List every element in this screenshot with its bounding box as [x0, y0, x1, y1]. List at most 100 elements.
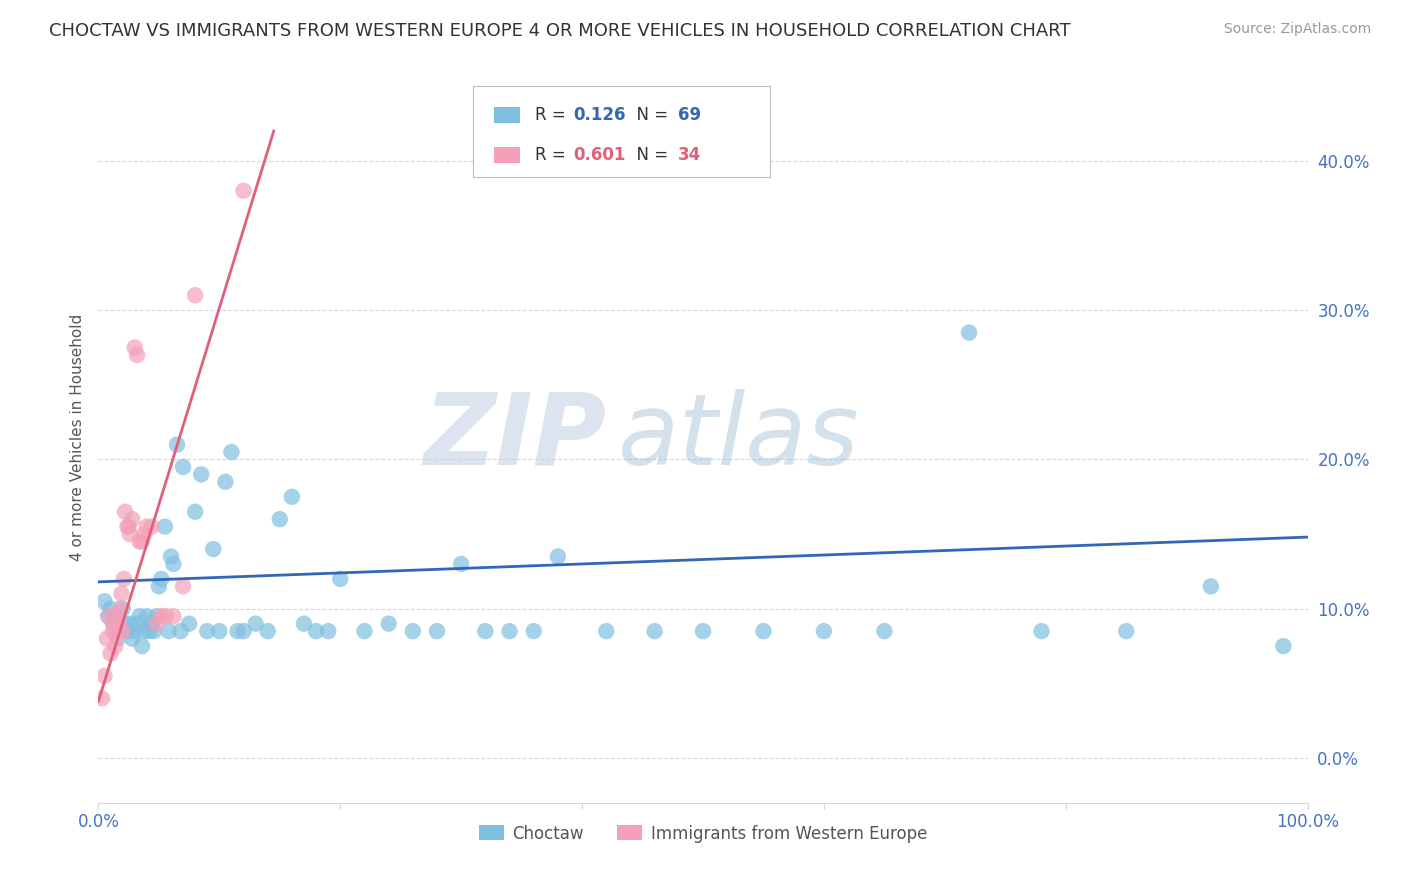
Point — [179, 616, 201, 631]
Y-axis label: 4 or more Vehicles in Household: 4 or more Vehicles in Household — [69, 313, 84, 561]
FancyBboxPatch shape — [494, 107, 520, 123]
Point — [134, 527, 156, 541]
Text: 34: 34 — [678, 145, 700, 164]
Point — [1199, 579, 1222, 593]
Point — [160, 549, 183, 564]
Point — [221, 445, 243, 459]
FancyBboxPatch shape — [494, 147, 520, 163]
Point — [166, 437, 188, 451]
Point — [162, 609, 184, 624]
Point — [208, 624, 231, 639]
Text: ZIP: ZIP — [423, 389, 606, 485]
Point — [232, 624, 254, 639]
Point — [292, 616, 315, 631]
Point — [121, 632, 143, 646]
Point — [112, 572, 135, 586]
Text: 69: 69 — [678, 106, 700, 124]
Point — [523, 624, 546, 639]
Text: 0.126: 0.126 — [574, 106, 626, 124]
Point — [873, 624, 896, 639]
Point — [124, 341, 146, 355]
Point — [93, 669, 115, 683]
Point — [202, 542, 225, 557]
Point — [127, 616, 149, 631]
Point — [100, 647, 122, 661]
Point — [155, 609, 177, 624]
Point — [148, 579, 170, 593]
Point — [184, 505, 207, 519]
Point — [117, 624, 139, 639]
Point — [110, 587, 132, 601]
Point — [121, 512, 143, 526]
Point — [131, 534, 153, 549]
Point — [377, 616, 399, 631]
Point — [93, 594, 115, 608]
Point — [134, 624, 156, 639]
Point — [104, 639, 127, 653]
Point — [692, 624, 714, 639]
Point — [644, 624, 666, 639]
Text: CHOCTAW VS IMMIGRANTS FROM WESTERN EUROPE 4 OR MORE VEHICLES IN HOUSEHOLD CORREL: CHOCTAW VS IMMIGRANTS FROM WESTERN EUROP… — [49, 22, 1071, 40]
Point — [957, 326, 980, 340]
Point — [426, 624, 449, 639]
Point — [138, 624, 160, 639]
Point — [111, 601, 134, 615]
Point — [124, 624, 146, 639]
Point — [118, 527, 141, 541]
Text: Source: ZipAtlas.com: Source: ZipAtlas.com — [1223, 22, 1371, 37]
Point — [474, 624, 496, 639]
Text: atlas: atlas — [619, 389, 860, 485]
Point — [353, 624, 375, 639]
Point — [118, 616, 141, 631]
Point — [232, 184, 254, 198]
Point — [91, 691, 114, 706]
Point — [316, 624, 339, 639]
FancyBboxPatch shape — [474, 86, 769, 178]
Point — [128, 609, 150, 624]
Point — [107, 632, 129, 646]
Point — [98, 609, 121, 624]
Point — [108, 616, 131, 631]
Point — [128, 534, 150, 549]
Point — [145, 616, 167, 631]
Point — [172, 459, 194, 474]
Point — [141, 616, 163, 631]
Point — [114, 616, 136, 631]
Point — [813, 624, 835, 639]
Point — [402, 624, 425, 639]
Point — [111, 624, 134, 639]
Point — [269, 512, 291, 526]
Point — [450, 557, 472, 571]
Point — [143, 624, 166, 639]
Point — [104, 609, 127, 624]
Point — [162, 557, 184, 571]
Point — [135, 519, 157, 533]
Point — [105, 609, 128, 624]
Point — [118, 519, 141, 533]
Point — [150, 609, 173, 624]
Point — [127, 348, 149, 362]
Point — [114, 505, 136, 519]
Point — [157, 624, 180, 639]
Point — [145, 609, 167, 624]
Point — [195, 624, 218, 639]
Point — [103, 616, 125, 631]
Point — [547, 549, 569, 564]
Point — [190, 467, 212, 482]
Point — [141, 519, 163, 533]
Point — [172, 579, 194, 593]
Point — [131, 639, 153, 653]
Point — [96, 632, 118, 646]
Point — [107, 624, 129, 639]
Point — [256, 624, 278, 639]
Text: N =: N = — [626, 145, 673, 164]
Point — [184, 288, 207, 302]
Point — [100, 601, 122, 615]
Text: R =: R = — [534, 106, 571, 124]
Point — [135, 609, 157, 624]
Point — [245, 616, 267, 631]
Point — [281, 490, 304, 504]
Point — [153, 519, 176, 533]
Point — [108, 601, 131, 615]
Point — [752, 624, 775, 639]
